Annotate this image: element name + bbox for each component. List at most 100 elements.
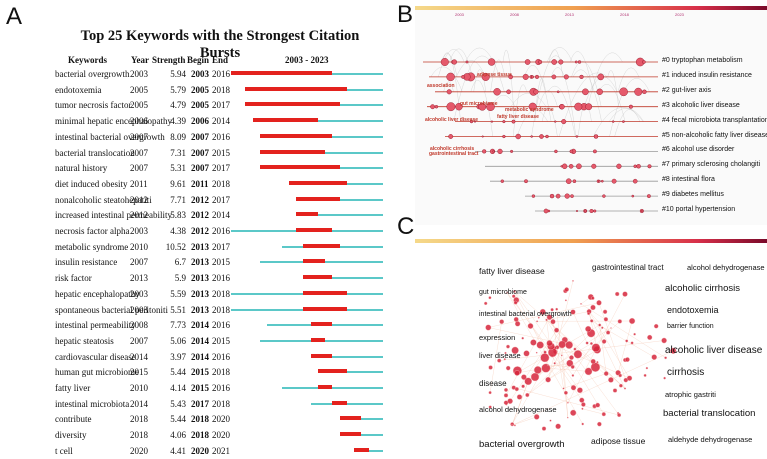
- burst-keyword: hepatic steatosis: [55, 336, 114, 346]
- timeline-node: [580, 75, 584, 79]
- network-node: [530, 340, 536, 346]
- timeline-node: [582, 89, 588, 95]
- timeline-node-label: association: [427, 83, 455, 89]
- timeline-node: [560, 104, 565, 109]
- burst-year: 2003: [130, 69, 148, 79]
- network-node: [624, 378, 628, 382]
- network-node: [619, 374, 622, 377]
- network-node: [489, 366, 493, 370]
- timeline-node: [510, 150, 513, 153]
- timeline-node: [538, 60, 542, 64]
- timeline-node-label: metabolic syndrome: [505, 107, 554, 113]
- header-strength: Strength: [152, 55, 185, 65]
- timeline-node: [578, 61, 581, 64]
- burst-begin: 2017: [191, 399, 209, 409]
- burst-year: 2012: [130, 195, 148, 205]
- burst-end: 2020: [212, 430, 230, 440]
- burst-strength: 5.43: [156, 399, 186, 409]
- network-edge: [582, 409, 603, 414]
- burst-year: 2014: [130, 352, 148, 362]
- burst-bar: [296, 197, 339, 201]
- network-node: [534, 366, 541, 373]
- network-node: [591, 359, 596, 364]
- network-node: [546, 319, 548, 321]
- burst-bar: [311, 354, 333, 358]
- burst-year: 2007: [130, 163, 148, 173]
- burst-end: 2016: [212, 273, 230, 283]
- timeline-node: [594, 135, 598, 139]
- year-tick: 2008: [510, 12, 520, 17]
- burst-strength: 4.06: [156, 430, 186, 440]
- burst-strength: 5.44: [156, 414, 186, 424]
- burst-begin: 2007: [191, 132, 209, 142]
- burst-bar: [303, 275, 332, 279]
- timeline-node: [597, 89, 603, 95]
- network-node-label: alcoholic liver disease: [665, 345, 762, 356]
- burst-year: 2010: [130, 242, 148, 252]
- network-node: [567, 402, 568, 403]
- burst-year: 2006: [130, 116, 148, 126]
- burst-strength: 5.59: [156, 289, 186, 299]
- burst-end: 2017: [212, 195, 230, 205]
- burst-keyword: tumor necrosis factor: [55, 100, 131, 110]
- network-node: [623, 292, 628, 297]
- burst-begin: 2015: [191, 367, 209, 377]
- timeline-node: [612, 179, 616, 183]
- timeline-node: [503, 135, 506, 138]
- network-node: [608, 377, 613, 382]
- network-node-label: gut microbiome: [479, 289, 527, 296]
- burst-end: 2016: [212, 320, 230, 330]
- timeline-node: [561, 165, 563, 167]
- timeline-node: [531, 76, 534, 79]
- timeline-node: [586, 104, 592, 110]
- network-node: [547, 364, 548, 365]
- network-node: [514, 301, 517, 304]
- network-node: [646, 367, 648, 369]
- network-node: [541, 353, 550, 362]
- burst-end: 2015: [212, 336, 230, 346]
- timeline-node: [584, 210, 586, 212]
- burst-strength: 5.9: [156, 273, 186, 283]
- timeline-node: [535, 75, 539, 79]
- burst-begin: 2007: [191, 148, 209, 158]
- network-node: [547, 340, 553, 346]
- timeline-node: [441, 58, 449, 66]
- timeline-node: [648, 165, 652, 169]
- burst-strength: 4.39: [156, 116, 186, 126]
- network-node-label: alcohol dehydrogenase: [687, 263, 765, 272]
- timeline-node: [546, 135, 549, 138]
- network-node: [662, 338, 667, 343]
- burst-bar: [318, 385, 332, 389]
- burst-bar: [260, 134, 332, 138]
- network-node: [602, 339, 606, 343]
- network-node: [572, 374, 574, 376]
- burst-bar: [303, 259, 325, 263]
- network-node-label: expression: [479, 333, 515, 342]
- burst-bar: [340, 432, 362, 436]
- timeline-node: [576, 210, 578, 212]
- timeline-node: [447, 73, 455, 81]
- burst-bar: [296, 212, 318, 216]
- timeline-node: [452, 60, 457, 65]
- network-edge: [499, 341, 664, 361]
- timeline-node: [493, 151, 495, 153]
- network-node-label: intestinal bacterial overgrowth: [479, 311, 572, 318]
- network-node-label: bacterial overgrowth: [479, 439, 565, 450]
- network-node: [534, 414, 539, 419]
- timeline-node: [637, 164, 641, 168]
- timeline-node: [590, 209, 594, 213]
- network-node: [586, 342, 589, 345]
- timeline-node: [552, 75, 556, 79]
- network-node: [597, 422, 601, 426]
- burst-bar: [354, 448, 368, 452]
- network-node: [551, 319, 556, 324]
- network-node-label: endotoxemia: [667, 305, 719, 315]
- burst-end: 2016: [212, 226, 230, 236]
